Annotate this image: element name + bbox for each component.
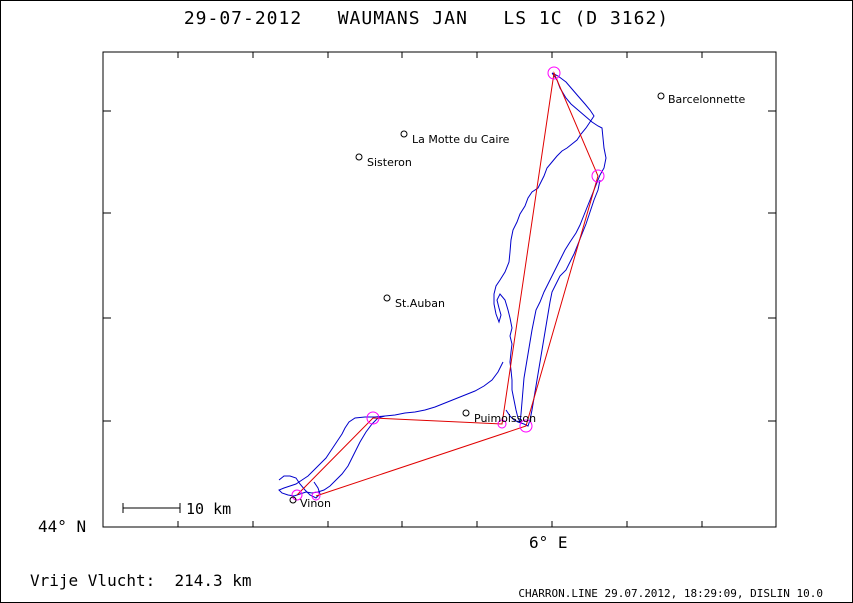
turnpoint-marker <box>291 489 303 501</box>
software-credit: CHARRON.LINE 29.07.2012, 18:29:09, DISLI… <box>518 587 823 600</box>
turnpoint-marker <box>547 66 561 80</box>
turnpoint-marker <box>519 419 533 433</box>
task-route <box>296 71 599 497</box>
plot-area <box>102 51 777 528</box>
place-label: Vinon <box>300 497 331 510</box>
turnpoint-marker <box>311 491 321 501</box>
axis-ticks <box>103 52 776 527</box>
turnpoint-marker <box>591 169 605 183</box>
turnpoint-marker <box>497 419 507 429</box>
place-marker-icon <box>462 409 470 417</box>
flight-title: 29-07-2012 WAUMANS JAN LS 1C (D 3162) <box>183 8 670 29</box>
place-vinon: Vinon <box>289 496 331 510</box>
place-label: Puimoisson <box>474 412 536 425</box>
place-marker-icon <box>289 496 297 504</box>
flight-track-return <box>278 361 504 497</box>
scale-bar: 10 km <box>122 500 231 518</box>
place-puimoisson: Puimoisson <box>462 409 536 425</box>
free-flight-distance: Vrije Vlucht: 214.3 km <box>30 571 252 590</box>
lat-label: 44° N <box>38 517 86 536</box>
place-marker-icon <box>400 130 408 138</box>
place-la-motte-du-caire: La Motte du Caire <box>400 130 510 146</box>
place-marker-icon <box>355 153 363 161</box>
place-label: La Motte du Caire <box>412 133 510 146</box>
scale-bar-label: 10 km <box>186 500 231 518</box>
turnpoint-marker <box>366 411 380 425</box>
place-marker-icon <box>657 92 665 100</box>
lon-label: 6° E <box>529 533 568 552</box>
place-label: St.Auban <box>395 297 445 310</box>
place-barcelonnette: Barcelonnette <box>657 92 746 106</box>
place-label: Barcelonnette <box>668 93 746 106</box>
turnpoints <box>291 66 605 501</box>
flight-track-east-leg <box>505 179 601 427</box>
flight-track-south <box>278 475 321 499</box>
place-label: Sisteron <box>367 156 412 169</box>
place-sisteron: Sisteron <box>355 153 412 169</box>
place-st-auban: St.Auban <box>383 294 445 310</box>
flight-track <box>493 72 607 424</box>
place-marker-icon <box>383 294 391 302</box>
